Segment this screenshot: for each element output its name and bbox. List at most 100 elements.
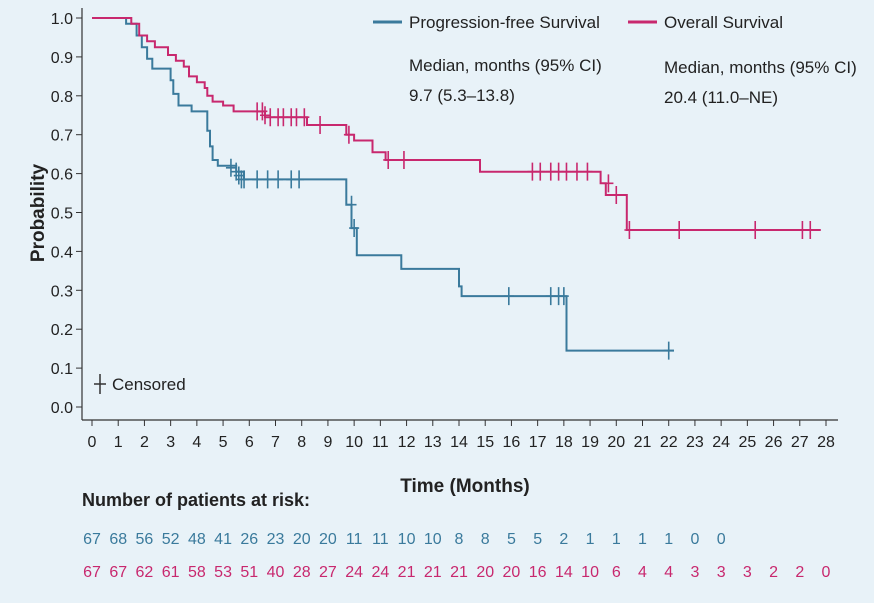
os-censored-mark xyxy=(561,162,572,181)
y-tick-label: 1.0 xyxy=(51,11,73,28)
risk-os-count: 67 xyxy=(83,564,101,581)
y-tick-label: 0.1 xyxy=(51,361,73,378)
y-tick-label: 0.0 xyxy=(51,400,73,417)
pfs-censored-mark xyxy=(239,170,250,189)
x-tick-label: 24 xyxy=(712,434,730,451)
risk-os-count: 20 xyxy=(476,564,494,581)
risk-os-count: 10 xyxy=(581,564,599,581)
legend-pfs-median-value: 9.7 (5.3–13.8) xyxy=(409,86,515,105)
risk-os-count: 40 xyxy=(267,564,285,581)
ticks-layer: 0 1 2 3 4 5 6 7 8 9 10 11 12 13 14 15 16 17 18 19 20 21 22 23 24… xyxy=(51,11,835,451)
risk-pfs-count: 41 xyxy=(214,531,232,548)
x-tick-label: 19 xyxy=(581,434,599,451)
risk-os-count: 4 xyxy=(638,564,647,581)
pfs-censored-mark xyxy=(262,170,273,189)
risk-pfs-count: 0 xyxy=(690,531,699,548)
risk-os-count: 2 xyxy=(769,564,778,581)
os-censored-mark xyxy=(571,162,582,181)
risk-os-count: 16 xyxy=(529,564,547,581)
legend-pfs-label: Progression-free Survival xyxy=(409,13,600,32)
risk-os-count: 0 xyxy=(822,564,831,581)
os-censored-mark xyxy=(611,185,622,204)
risk-os-count: 21 xyxy=(450,564,468,581)
risk-pfs-count: 1 xyxy=(638,531,647,548)
risk-pfs-count: 0 xyxy=(717,531,726,548)
risk-os-count: 14 xyxy=(555,564,573,581)
risk-os-count: 51 xyxy=(240,564,258,581)
x-tick-label: 4 xyxy=(192,434,201,451)
pfs-censored-mark xyxy=(558,287,569,306)
risk-os-count: 27 xyxy=(319,564,337,581)
pfs-censored-mark xyxy=(349,219,360,238)
curves-layer xyxy=(92,17,821,360)
risk-os-count: 62 xyxy=(136,564,154,581)
pfs-censored-mark xyxy=(225,158,236,177)
x-tick-label: 7 xyxy=(271,434,280,451)
risk-pfs-count: 11 xyxy=(346,531,363,548)
risk-pfs-count: 20 xyxy=(293,531,311,548)
risk-pfs-count: 10 xyxy=(398,531,416,548)
risk-os-count: 61 xyxy=(162,564,180,581)
y-tick-label: 0.5 xyxy=(51,206,73,223)
risk-os-count: 3 xyxy=(743,564,752,581)
risk-pfs-count: 8 xyxy=(455,531,464,548)
x-tick-label: 16 xyxy=(503,434,521,451)
risk-pfs-count: 8 xyxy=(481,531,490,548)
x-tick-label: 21 xyxy=(634,434,652,451)
pfs-censored-mark xyxy=(663,341,674,360)
x-tick-label: 6 xyxy=(245,434,254,451)
risk-pfs-count: 2 xyxy=(559,531,568,548)
risk-pfs-count: 10 xyxy=(424,531,442,548)
risk-pfs-count: 26 xyxy=(240,531,258,548)
risk-pfs-count: 48 xyxy=(188,531,206,548)
risk-os-count: 2 xyxy=(795,564,804,581)
y-tick-label: 0.9 xyxy=(51,50,73,67)
risk-pfs-count: 1 xyxy=(586,531,595,548)
x-tick-label: 28 xyxy=(817,434,835,451)
x-tick-label: 17 xyxy=(529,434,547,451)
risk-pfs-count: 68 xyxy=(109,531,127,548)
x-tick-label: 27 xyxy=(791,434,809,451)
risk-pfs-count: 5 xyxy=(507,531,516,548)
os-censored-mark xyxy=(582,162,593,181)
x-tick-label: 15 xyxy=(476,434,494,451)
os-censored-mark xyxy=(805,221,816,240)
pfs-censored-mark xyxy=(346,195,357,214)
x-tick-label: 2 xyxy=(140,434,149,451)
os-censored-mark xyxy=(315,115,326,134)
y-axis-title: Probability xyxy=(28,163,49,262)
x-tick-label: 14 xyxy=(450,434,468,451)
risk-os-count: 24 xyxy=(371,564,389,581)
risk-os-count: 6 xyxy=(612,564,621,581)
risk-os-count: 21 xyxy=(424,564,442,581)
risk-pfs-count: 67 xyxy=(83,531,101,548)
censored-legend: Censored xyxy=(94,374,186,394)
x-tick-label: 5 xyxy=(219,434,228,451)
legend-os-median-value: 20.4 (11.0–NE) xyxy=(664,88,778,107)
legend-os-median-label: Median, months (95% CI) xyxy=(664,58,857,77)
x-tick-label: 9 xyxy=(323,434,332,451)
os-censored-mark xyxy=(398,150,409,169)
pfs-curve xyxy=(92,17,674,352)
risk-os-count: 58 xyxy=(188,564,206,581)
risk-os-count: 4 xyxy=(664,564,673,581)
os-censored-mark xyxy=(299,108,310,127)
os-curve xyxy=(92,17,821,231)
legend-pfs-median-label: Median, months (95% CI) xyxy=(409,56,602,75)
os-censored-mark xyxy=(383,150,394,169)
os-censored-mark xyxy=(674,221,685,240)
risk-pfs-count: 1 xyxy=(664,531,673,548)
pfs-censored-mark xyxy=(294,170,305,189)
y-tick-label: 0.8 xyxy=(51,89,73,106)
censored-marker-icon xyxy=(94,374,106,394)
risk-pfs-count: 5 xyxy=(533,531,542,548)
legend-os-label: Overall Survival xyxy=(664,13,783,32)
x-tick-label: 25 xyxy=(738,434,756,451)
x-tick-label: 8 xyxy=(297,434,306,451)
os-censored-mark xyxy=(535,162,546,181)
x-tick-label: 1 xyxy=(114,434,123,451)
risk-table-title: Number of patients at risk: xyxy=(82,490,310,510)
risk-os-count: 67 xyxy=(109,564,127,581)
x-axis-title: Time (Months) xyxy=(400,476,529,497)
